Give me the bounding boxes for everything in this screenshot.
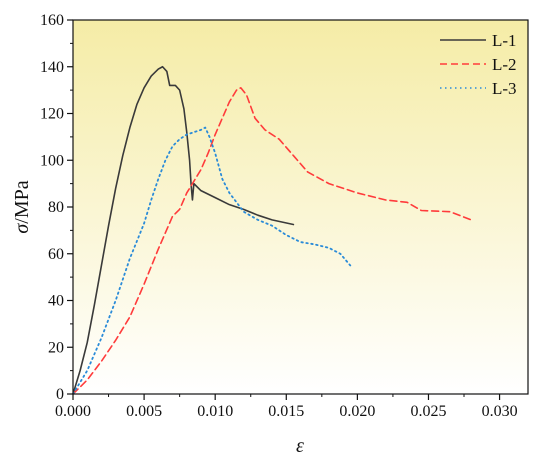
y-tick-label: 140	[40, 59, 64, 76]
y-tick-label: 0	[56, 386, 64, 403]
x-tick-label: 0.005	[126, 403, 162, 420]
x-tick-label: 0.020	[339, 403, 375, 420]
y-tick-label: 120	[40, 106, 64, 123]
y-axis: 0 20 40 60 80 100 120 140 160	[40, 12, 73, 403]
y-tick-label: 60	[48, 246, 64, 263]
x-tick-label: 0.030	[482, 403, 518, 420]
x-tick-label: 0.015	[268, 403, 304, 420]
x-tick-label: 0.010	[197, 403, 233, 420]
y-axis-unit: /MPa	[11, 180, 33, 223]
series-line-l-3	[72, 126, 352, 395]
y-tick-label: 160	[40, 12, 64, 29]
legend-label-l-3: L-3	[492, 79, 517, 98]
y-axis-symbol: σ	[11, 223, 33, 234]
y-tick-label: 80	[48, 199, 64, 216]
legend-label-l-2: L-2	[492, 55, 517, 74]
series-line-l-2	[72, 86, 472, 395]
y-tick-label: 100	[40, 152, 64, 169]
x-axis: 0.000 0.005 0.010 0.015 0.020 0.025 0.030	[55, 394, 518, 420]
x-tick-label: 0.000	[55, 403, 91, 420]
series-layer	[72, 65, 472, 395]
y-tick-label: 20	[48, 339, 64, 356]
plot-background	[73, 20, 528, 394]
x-axis-title: ε	[296, 435, 304, 457]
series-line-l-1	[72, 65, 295, 395]
x-tick-label: 0.025	[410, 403, 446, 420]
legend-label-l-1: L-1	[492, 31, 517, 50]
legend: L-1 L-2 L-3	[440, 31, 517, 98]
y-tick-label: 40	[48, 293, 64, 310]
y-axis-title: σ/MPa	[11, 180, 33, 233]
